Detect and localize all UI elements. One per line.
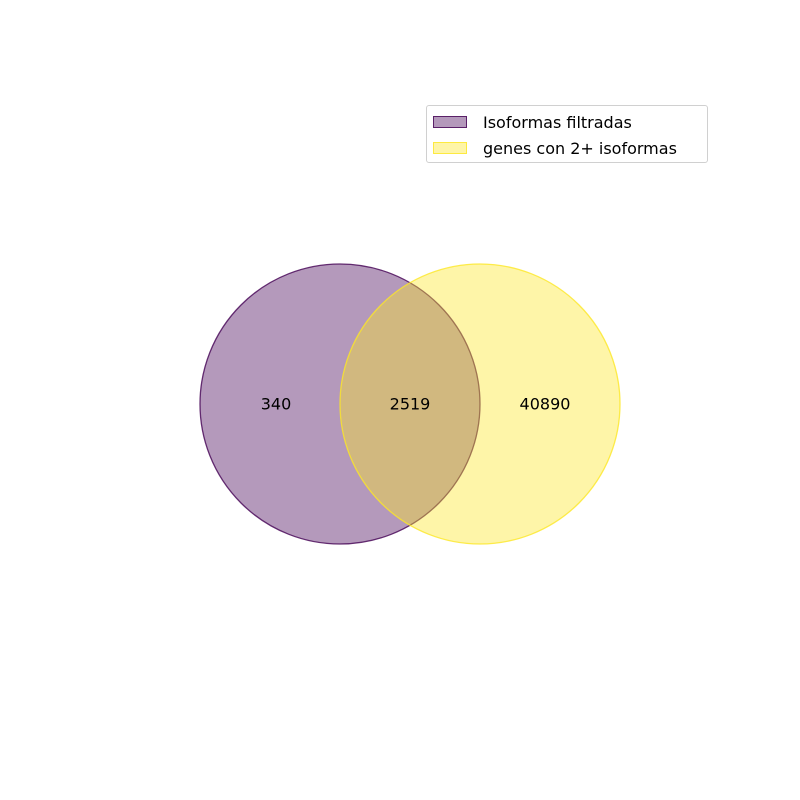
legend-item-set-b: genes con 2+ isoformas [433, 138, 677, 158]
region-only-a-label: 340 [261, 395, 292, 414]
legend: Isoformas filtradas genes con 2+ isoform… [426, 105, 708, 163]
region-intersection-label: 2519 [390, 395, 431, 414]
region-only-b-label: 40890 [520, 395, 571, 414]
legend-swatch-set-b [433, 142, 467, 154]
set-b-circle [339, 263, 621, 545]
legend-label-set-a: Isoformas filtradas [483, 112, 632, 132]
legend-label-set-b: genes con 2+ isoformas [483, 138, 677, 158]
legend-swatch-set-a [433, 116, 467, 128]
legend-item-set-a: Isoformas filtradas [433, 112, 632, 132]
